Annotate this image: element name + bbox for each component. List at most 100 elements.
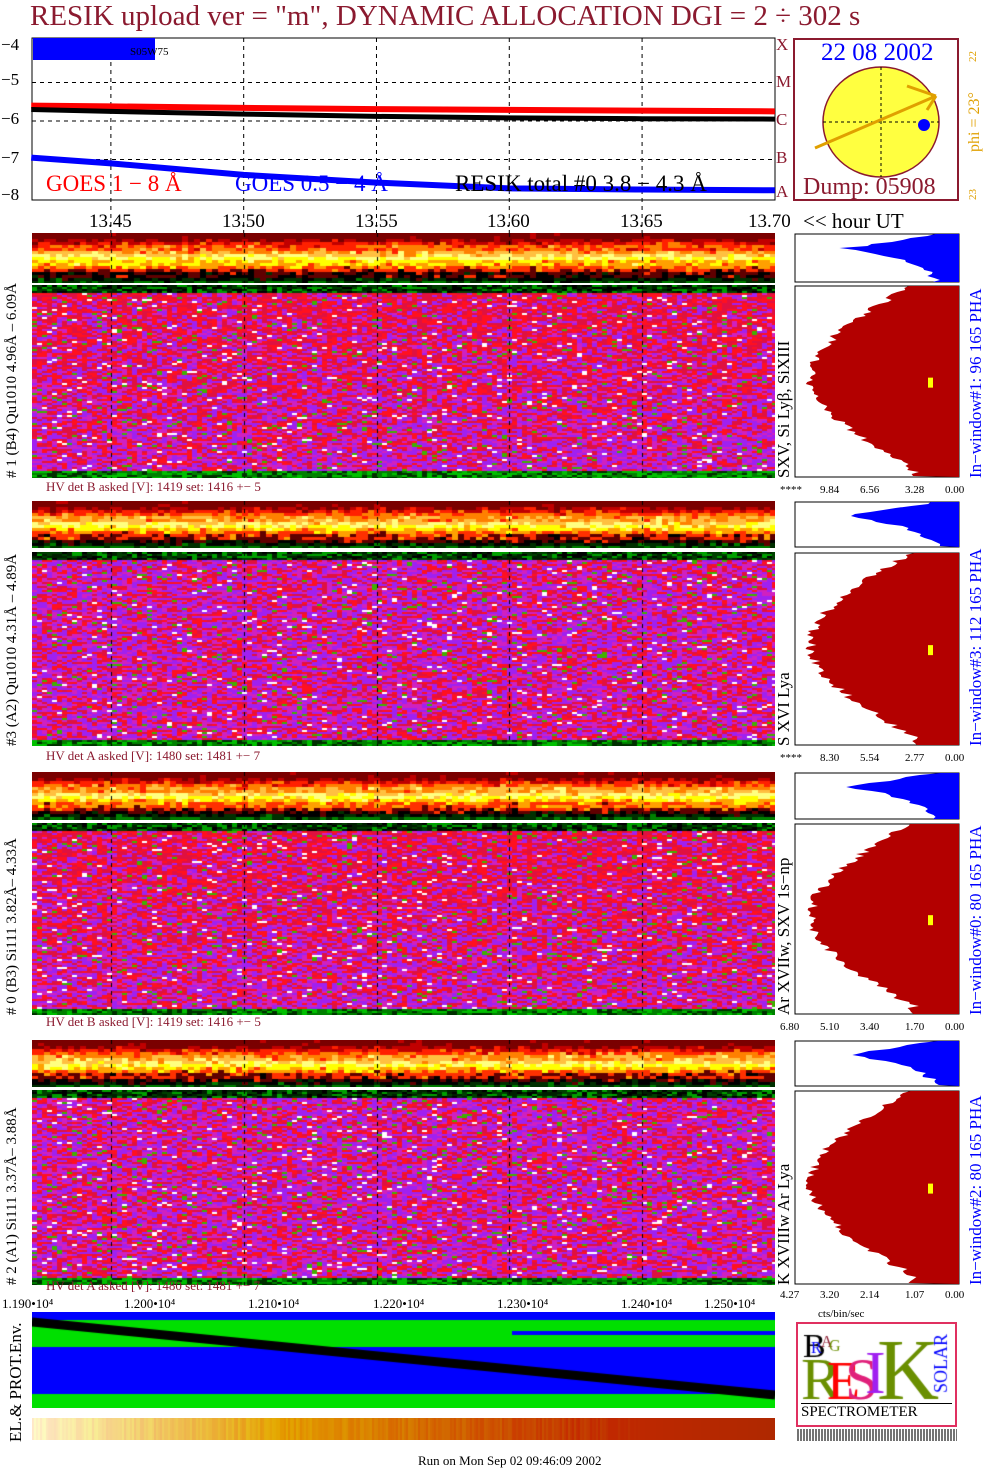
- histogram-bars: [805, 1091, 959, 1284]
- count-histogram: [794, 285, 960, 478]
- hist-tick: 5.54: [860, 752, 880, 764]
- histogram-bars: [850, 502, 959, 547]
- phi-top: 22: [967, 51, 979, 62]
- legend-goes-long: GOES 1 − 8 Å: [46, 171, 182, 196]
- y-tick: −6: [1, 109, 20, 128]
- observation-date: 22 08 2002: [821, 39, 934, 66]
- env-tick: 1.200•10⁴: [124, 1296, 176, 1311]
- hist-tick: 6.56: [860, 484, 880, 496]
- hv-status: HV det A asked [V]: 1480 set: 1481 +− 7: [46, 1278, 261, 1293]
- hist-tick: 6.80: [780, 1021, 800, 1033]
- channel-label: # 2 (A1) Si111 3.37Å– 3.88Å: [4, 1107, 20, 1285]
- phi-bottom: 23: [967, 189, 979, 200]
- channel-label: #3 (A2) Qu1010 4.31Å – 4.89Å: [4, 553, 20, 746]
- env-tick: 1.250•10⁴: [704, 1296, 756, 1311]
- hist-tick: ****: [780, 484, 802, 496]
- time-tick: 13.65: [620, 211, 663, 232]
- hist-tick: 3.28: [905, 484, 925, 496]
- hv-status: HV det A asked [V]: 1480 set: 1481 +− 7: [46, 748, 261, 763]
- main-spectrogram: [32, 823, 775, 1015]
- window-marker: [928, 377, 933, 388]
- histogram-bars: [805, 286, 959, 477]
- resik-series: [31, 106, 775, 122]
- count-histogram: [794, 823, 960, 1015]
- page-title: RESIK upload ver = "m", DYNAMIC ALLOCATI…: [30, 0, 861, 32]
- flare-class-M: M: [776, 72, 792, 91]
- region-bar: [33, 38, 155, 60]
- window-marker: [928, 915, 933, 926]
- env-tick: 1.220•10⁴: [373, 1296, 425, 1311]
- run-timestamp: Run on Mon Sep 02 09:46:09 2002: [418, 1453, 602, 1468]
- flare-class-A: A: [776, 182, 789, 201]
- hist-tick: 0.00: [945, 1289, 965, 1301]
- y-tick: −5: [1, 70, 20, 89]
- in-window-label: In−window#1: 96 165 PHA: [966, 288, 985, 478]
- y-tick: −4: [1, 35, 20, 54]
- time-tick: 13.60: [487, 211, 530, 232]
- time-tick: 13.45: [89, 211, 132, 232]
- count-histogram: [794, 1090, 960, 1285]
- hist-tick: 3.40: [860, 1021, 880, 1033]
- env-tick: 1.230•10⁴: [497, 1296, 549, 1311]
- y-tick: −8: [1, 185, 20, 204]
- hist-tick: 9.84: [820, 484, 840, 496]
- window-marker: [928, 1183, 933, 1194]
- env-label: EL.& PROT.Env.: [6, 1322, 25, 1442]
- hist-tick: 1.70: [905, 1021, 925, 1033]
- time-tick: 13.70: [748, 211, 791, 232]
- pha-histogram: [794, 233, 960, 283]
- flare-class-X: X: [776, 35, 789, 54]
- strip-spectrogram: [32, 1040, 775, 1087]
- hist-tick: 4.27: [780, 1289, 800, 1301]
- hist-tick: 3.20: [820, 1289, 840, 1301]
- active-region-marker: [918, 119, 930, 131]
- logo-subtitle: SPECTROMETER: [801, 1403, 952, 1421]
- goes-short-series: [30, 154, 775, 194]
- environment-gradient-bar: [32, 1418, 775, 1440]
- hv-status: HV det B asked [V]: 1419 set: 1416 +− 5: [46, 1014, 261, 1029]
- pha-histogram: [794, 501, 960, 548]
- sun-disk-diagram: [814, 66, 940, 178]
- hist-tick: 0.00: [945, 1021, 965, 1033]
- in-window-label: In−window#3: 112 165 PHA: [966, 548, 985, 746]
- pha-histogram: [794, 1040, 960, 1087]
- hist-tick: 8.30: [820, 752, 840, 764]
- histogram-bars: [807, 824, 959, 1014]
- env-tick: 1.210•10⁴: [248, 1296, 300, 1311]
- env-tick: 1.190•10⁴: [2, 1296, 54, 1311]
- hv-status: HV det B asked [V]: 1419 set: 1416 +− 5: [46, 479, 261, 494]
- dump-number: Dump: 05908: [803, 174, 936, 200]
- logo-fine-print: [797, 1429, 957, 1441]
- time-unit: << hour UT: [803, 209, 904, 233]
- sun-panel: 22 08 2002 Dump: 05908: [793, 38, 959, 201]
- channel-label: # 0 (B3) Si111 3.82Å– 4.33Å: [4, 838, 20, 1015]
- region-label: S05W75: [130, 46, 169, 58]
- pha-histogram: [794, 772, 960, 820]
- in-window-label: In−window#2: 80 165 PHA: [966, 1095, 985, 1285]
- time-tick: 13.50: [222, 211, 265, 232]
- histogram-bars: [805, 553, 959, 745]
- channel-label: # 1 (B4) Qu1010 4.96Å – 6.09Å: [4, 283, 20, 478]
- histogram-bars: [846, 773, 959, 819]
- goes-long-series: [31, 102, 775, 115]
- histogram-bars: [852, 1041, 959, 1086]
- window-marker: [928, 645, 933, 656]
- hist-tick: 0.00: [945, 752, 965, 764]
- env-tick: 1.240•10⁴: [621, 1296, 673, 1311]
- histogram-bars: [839, 234, 959, 282]
- main-spectrogram: [32, 285, 775, 478]
- phi-angle: phi = 23°: [966, 92, 983, 152]
- line-identification: Ar XVIIw, SXV 1s−np: [774, 857, 793, 1015]
- strip-spectrogram: [32, 233, 775, 283]
- hist-tick: 1.07: [905, 1289, 925, 1301]
- hist-unit: cts/bin/sec: [818, 1308, 865, 1320]
- flare-class-C: C: [776, 110, 788, 129]
- legend-goes-short: GOES 0.5 − 4 Å: [235, 171, 388, 196]
- line-identification: K XVIIIw Ar Lya: [774, 1163, 793, 1285]
- resik-logo: SPECTROMETER: [796, 1322, 957, 1427]
- main-spectrogram: [32, 1090, 775, 1285]
- flare-class-B: B: [776, 148, 788, 167]
- particle-environment-plot: [32, 1312, 775, 1408]
- hist-tick: 2.77: [905, 752, 925, 764]
